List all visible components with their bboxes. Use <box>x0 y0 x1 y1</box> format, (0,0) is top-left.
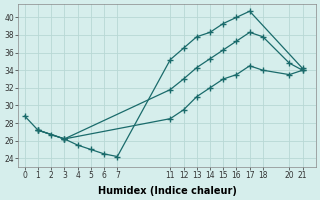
X-axis label: Humidex (Indice chaleur): Humidex (Indice chaleur) <box>98 186 236 196</box>
